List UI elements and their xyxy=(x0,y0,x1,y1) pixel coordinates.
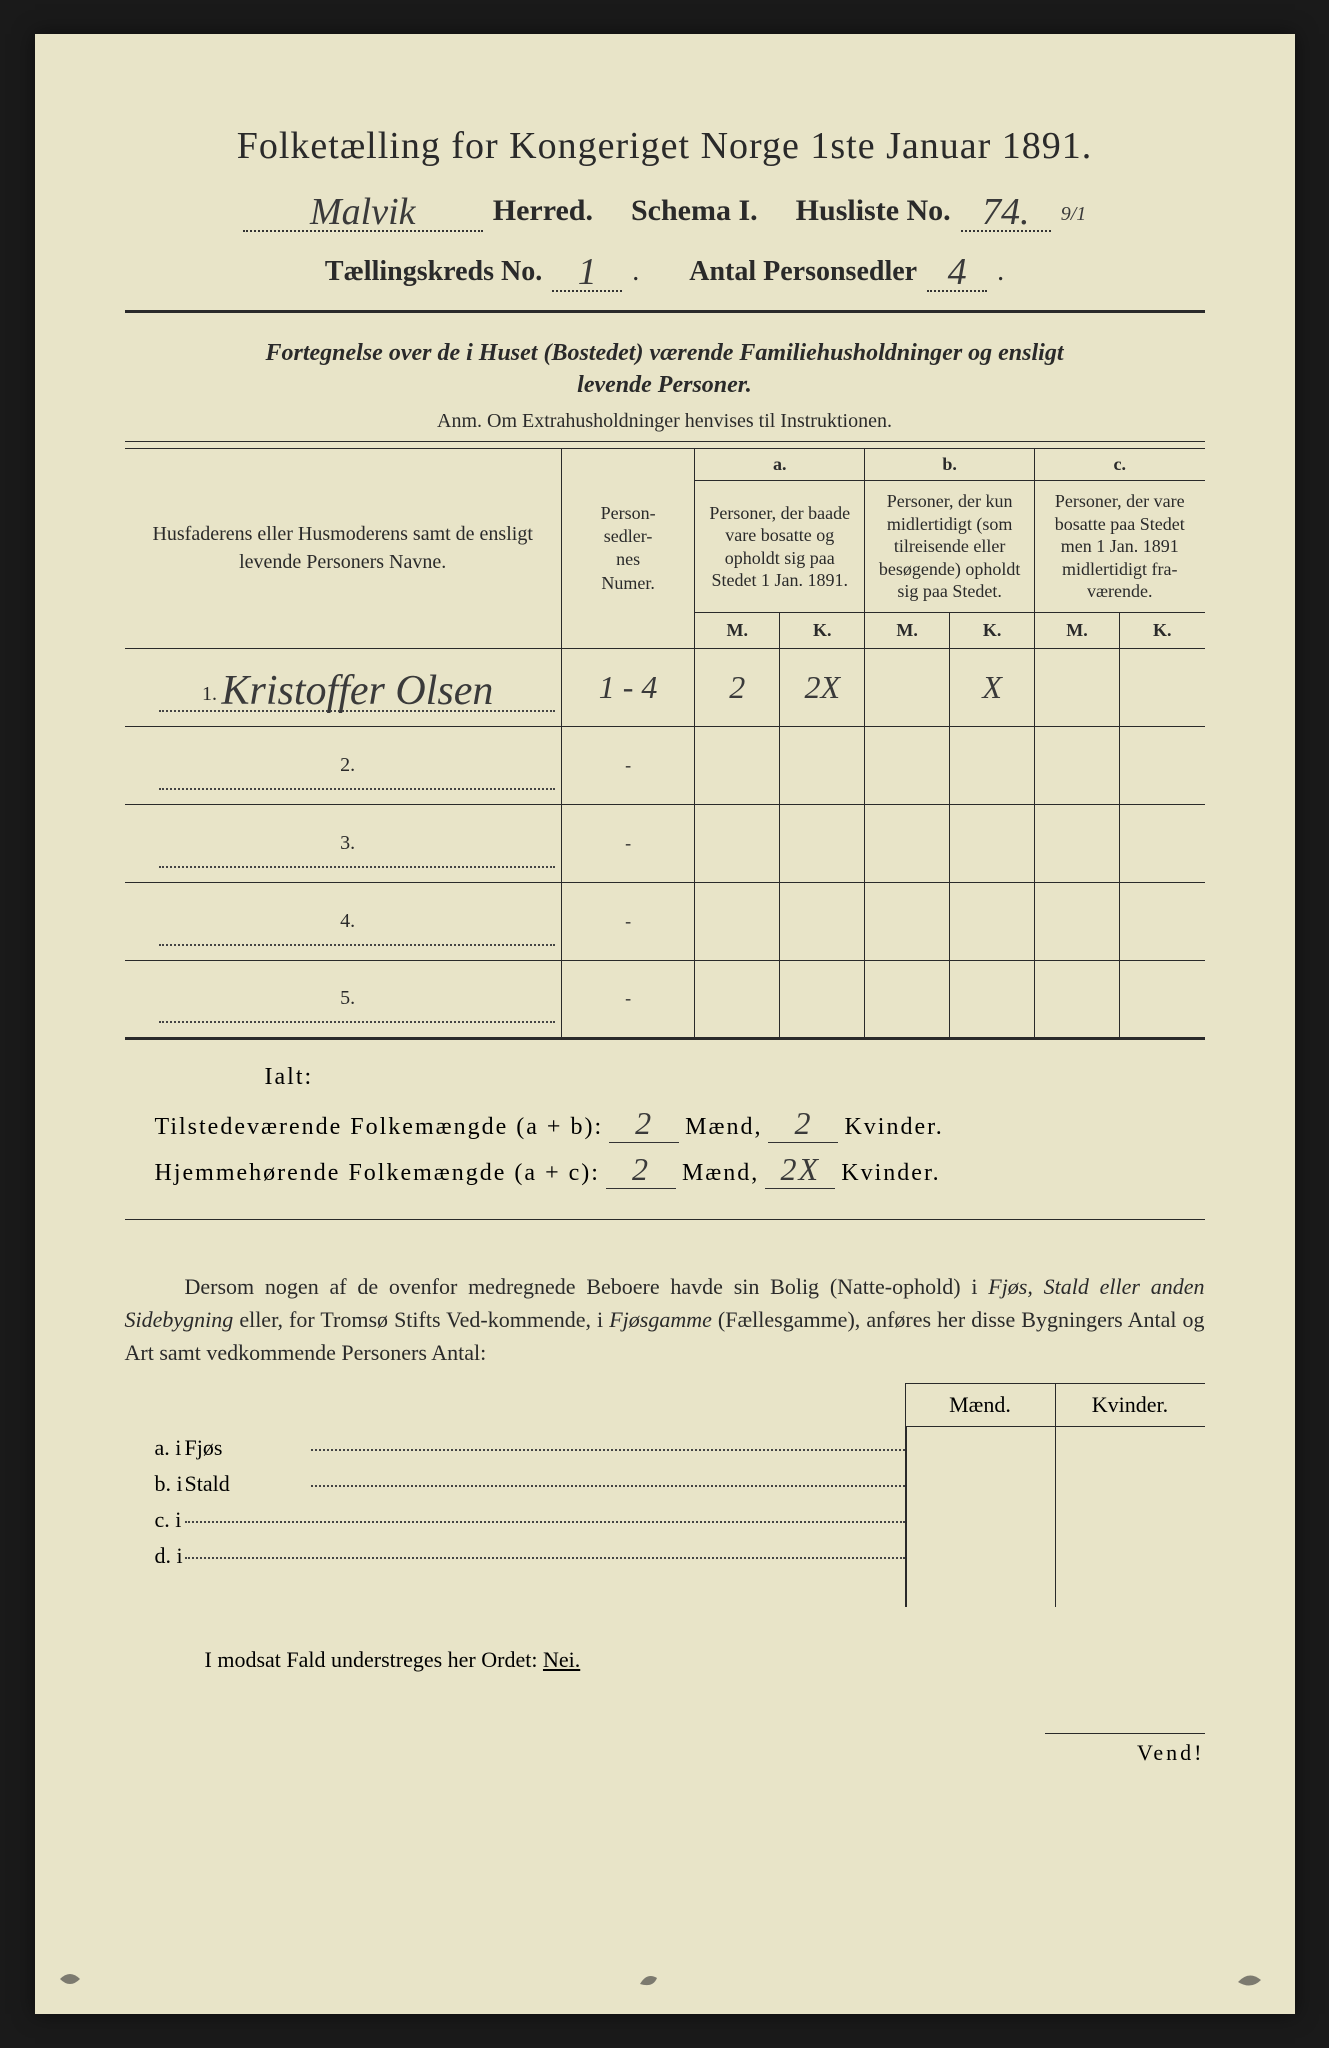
col-c-k: K. xyxy=(1120,612,1205,648)
subhead-anm: Anm. Om Extrahusholdninger henvises til … xyxy=(125,410,1205,433)
col-c-label: c. xyxy=(1035,448,1205,480)
explanatory-paragraph: Dersom nogen af de ovenfor medregnede Be… xyxy=(125,1270,1205,1369)
herred-label: Herred. xyxy=(493,194,593,228)
blemish-icon xyxy=(635,1964,665,1994)
subhead-line1: Fortegnelse over de i Huset (Bostedet) v… xyxy=(266,340,1064,366)
table-row: 4. - xyxy=(125,882,1205,960)
row1-num: 1 - 4 xyxy=(561,648,694,726)
row1-bm xyxy=(865,648,950,726)
bottom-mk-head: Mænd. Kvinder. xyxy=(905,1383,1205,1427)
kreds-field: 1 xyxy=(552,246,622,292)
col-c-m: M. xyxy=(1035,612,1120,648)
row1-ak: 2X xyxy=(780,648,865,726)
col-a-desc: Personer, der baade vare bosatte og opho… xyxy=(695,481,865,613)
bottom-left: a. i Fjøs b. i Stald c. i d. i xyxy=(125,1383,905,1607)
husliste-handwritten: 74. xyxy=(982,191,1030,233)
row1-bk: X xyxy=(950,648,1035,726)
col-c-desc: Personer, der vare bosatte paa Stedet me… xyxy=(1035,481,1205,613)
herred-field: Malvik xyxy=(243,186,483,232)
subhead-line2: levende Personer. xyxy=(577,372,752,398)
schema-label: Schema I. xyxy=(631,194,758,228)
col-a-label: a. xyxy=(695,448,865,480)
ialt-label: Ialt: xyxy=(265,1064,1205,1091)
col-name-header: Husfaderens eller Husmoderens samt de en… xyxy=(125,448,562,648)
kvinder-label-2: Kvinder. xyxy=(841,1160,940,1187)
row1-name-hand: Kristoffer Olsen xyxy=(221,668,493,714)
hjemme-m-field: 2 xyxy=(606,1151,676,1189)
maend-label-2: Mænd, xyxy=(682,1160,759,1187)
table-row: 2. - xyxy=(125,726,1205,804)
blemish-icon xyxy=(1235,1964,1265,1994)
tilstede-label: Tilstedeværende Folkemængde (a + b): xyxy=(155,1114,604,1141)
husliste-label: Husliste No. xyxy=(796,194,951,228)
maend-label: Mænd, xyxy=(685,1114,762,1141)
main-table: Husfaderens eller Husmoderens samt de en… xyxy=(125,448,1205,1040)
nei-word: Nei. xyxy=(543,1647,580,1672)
row1-name: 1. Kristoffer Olsen xyxy=(125,648,562,726)
bottom-maend: Mænd. xyxy=(905,1384,1055,1426)
bottom-mk-body xyxy=(905,1427,1205,1607)
hjemme-label: Hjemmehørende Folkemængde (a + c): xyxy=(155,1160,600,1187)
table-row: 1. Kristoffer Olsen 1 - 4 2 2X X xyxy=(125,648,1205,726)
col-num-header: Person- sedler- nes Numer. xyxy=(561,448,694,648)
col-b-desc: Personer, der kun midlertidigt (som tilr… xyxy=(865,481,1035,613)
antal-handwritten: 4 xyxy=(948,251,967,293)
antal-label: Antal Personsedler xyxy=(689,256,917,288)
col-a-m: M. xyxy=(695,612,780,648)
tilstede-line: Tilstedeværende Folkemængde (a + b): 2 M… xyxy=(155,1105,1205,1143)
header-line-2: Malvik Herred. Schema I. Husliste No. 74… xyxy=(125,186,1205,232)
subhead: Fortegnelse over de i Huset (Bostedet) v… xyxy=(125,337,1205,402)
vend-label: Vend! xyxy=(1045,1733,1205,1766)
census-form-page: Folketælling for Kongeriget Norge 1ste J… xyxy=(35,34,1295,2014)
blemish-icon xyxy=(55,1964,85,1994)
table-row: 5. - xyxy=(125,960,1205,1038)
col-b-m: M. xyxy=(865,612,950,648)
kreds-handwritten: 1 xyxy=(578,251,597,293)
rule-top xyxy=(125,310,1205,313)
page-title: Folketælling for Kongeriget Norge 1ste J… xyxy=(125,124,1205,168)
table-row: 3. - xyxy=(125,804,1205,882)
bottom-row-c: c. i xyxy=(125,1507,905,1533)
hjemme-line: Hjemmehørende Folkemængde (a + c): 2 Mæn… xyxy=(155,1151,1205,1189)
rule-sub xyxy=(125,441,1205,442)
tilstede-k-field: 2 xyxy=(768,1105,838,1143)
husliste-field: 74. xyxy=(961,186,1051,232)
col-a-k: K. xyxy=(780,612,865,648)
col-b-label: b. xyxy=(865,448,1035,480)
bottom-kvinder: Kvinder. xyxy=(1055,1384,1205,1426)
hjemme-k-field: 2X xyxy=(765,1151,835,1189)
bottom-row-a: a. i Fjøs xyxy=(125,1435,905,1461)
bottom-row-b: b. i Stald xyxy=(125,1471,905,1497)
header-line-3: Tællingskreds No. 1 . Antal Personsedler… xyxy=(125,246,1205,292)
bottom-right: Mænd. Kvinder. xyxy=(905,1383,1205,1607)
row1-am: 2 xyxy=(695,648,780,726)
tilstede-m-field: 2 xyxy=(609,1105,679,1143)
kvinder-label: Kvinder. xyxy=(844,1114,943,1141)
rule-mid xyxy=(125,1219,1205,1220)
row1-cm xyxy=(1035,648,1120,726)
kreds-label: Tællingskreds No. xyxy=(325,256,542,288)
bottom-section: a. i Fjøs b. i Stald c. i d. i Mænd. K xyxy=(125,1383,1205,1607)
bottom-row-d: d. i xyxy=(125,1543,905,1569)
nei-line: I modsat Fald understreges her Ordet: Ne… xyxy=(125,1647,1205,1673)
husliste-super: 9/1 xyxy=(1061,203,1087,226)
row1-ck xyxy=(1120,648,1205,726)
antal-field: 4 xyxy=(927,246,987,292)
col-b-k: K. xyxy=(950,612,1035,648)
herred-handwritten: Malvik xyxy=(310,191,416,233)
